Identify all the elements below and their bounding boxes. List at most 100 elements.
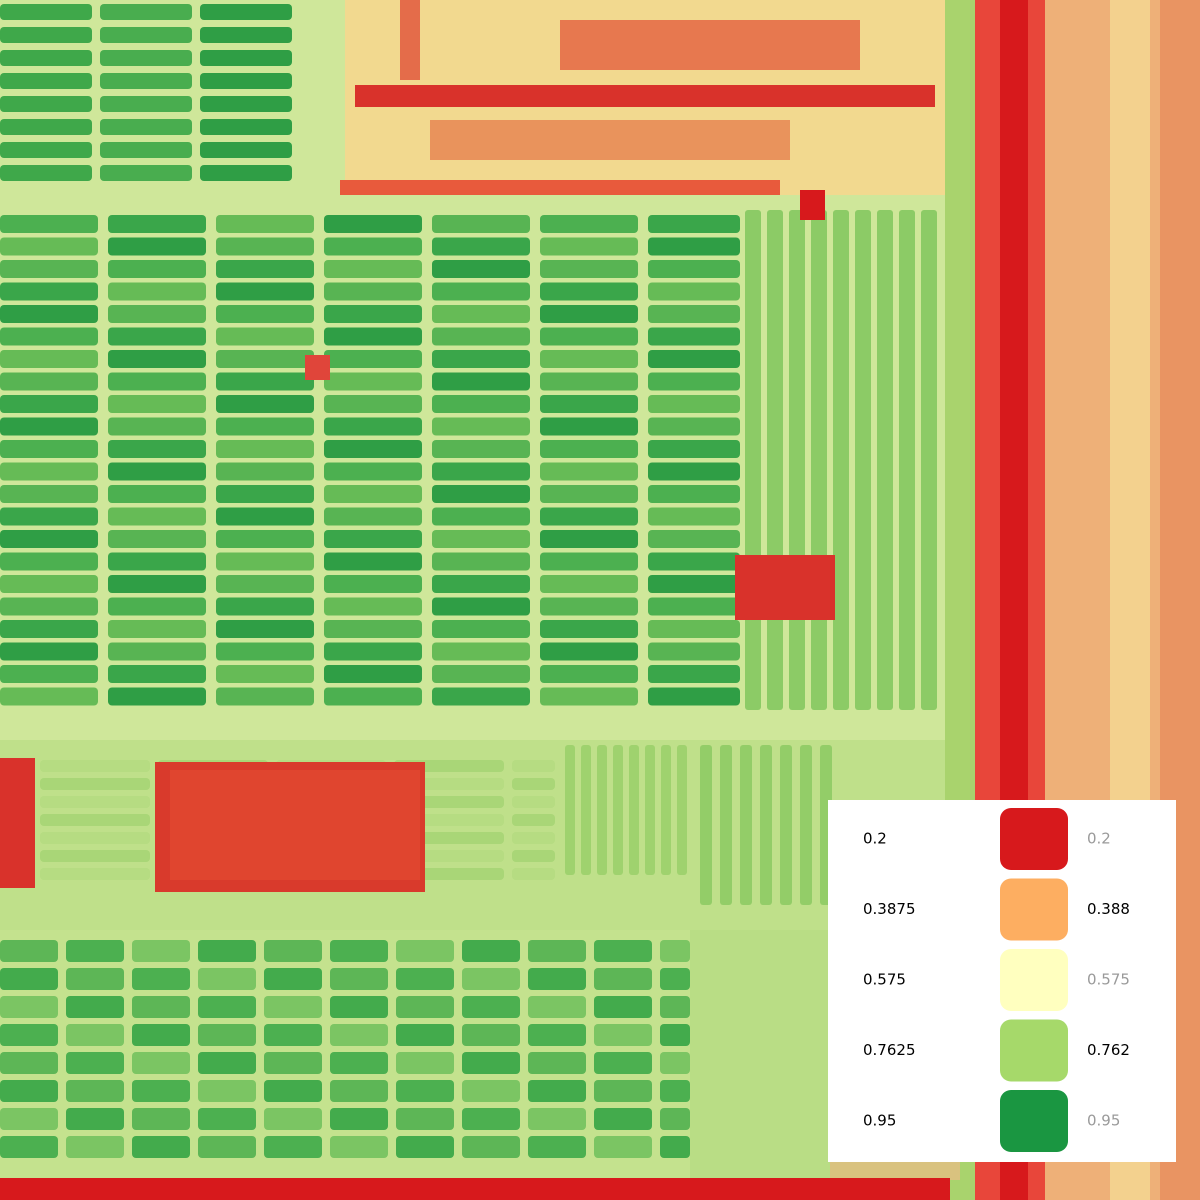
plot bbox=[100, 4, 192, 20]
plot bbox=[324, 687, 422, 706]
field-area bbox=[735, 555, 835, 620]
plot bbox=[198, 940, 256, 962]
plot bbox=[100, 73, 192, 89]
plot bbox=[200, 96, 292, 112]
plot bbox=[108, 552, 206, 571]
plot bbox=[264, 1108, 322, 1130]
plot bbox=[0, 96, 92, 112]
plot bbox=[132, 1136, 190, 1158]
plot bbox=[66, 1108, 124, 1130]
plot bbox=[540, 305, 638, 323]
plot bbox=[100, 142, 192, 158]
plot bbox=[432, 215, 530, 233]
plot bbox=[100, 119, 192, 135]
plot bbox=[660, 968, 690, 990]
plot bbox=[432, 665, 530, 683]
plot bbox=[108, 665, 206, 683]
plot bbox=[0, 597, 98, 616]
legend-label: 0.95 bbox=[1087, 1112, 1120, 1130]
plot bbox=[198, 1052, 256, 1074]
strip bbox=[811, 210, 827, 710]
plot bbox=[216, 575, 314, 593]
plot bbox=[648, 417, 740, 436]
plot bbox=[0, 485, 98, 503]
plot bbox=[200, 4, 292, 20]
plot bbox=[108, 440, 206, 458]
strip bbox=[760, 745, 772, 905]
plot bbox=[324, 327, 422, 346]
strip bbox=[740, 745, 752, 905]
plot bbox=[100, 27, 192, 43]
plot bbox=[432, 372, 530, 391]
strip bbox=[877, 210, 893, 710]
strip bbox=[855, 210, 871, 710]
plot bbox=[540, 552, 638, 571]
plot bbox=[540, 282, 638, 301]
plot bbox=[540, 260, 638, 278]
plot bbox=[324, 485, 422, 503]
plot bbox=[330, 1080, 388, 1102]
plot bbox=[40, 760, 150, 772]
plot bbox=[396, 1052, 454, 1074]
plot bbox=[432, 440, 530, 458]
plot bbox=[512, 868, 555, 880]
plot bbox=[0, 350, 98, 368]
legend-swatch bbox=[1000, 1090, 1068, 1152]
plot bbox=[0, 417, 98, 436]
plot bbox=[216, 620, 314, 638]
plot bbox=[108, 260, 206, 278]
plot bbox=[648, 687, 740, 706]
plot bbox=[330, 940, 388, 962]
plot bbox=[396, 996, 454, 1018]
plot bbox=[198, 1024, 256, 1046]
plot bbox=[432, 552, 530, 571]
legend-swatch bbox=[1000, 878, 1068, 941]
strip bbox=[780, 745, 792, 905]
plot bbox=[528, 1108, 586, 1130]
plot bbox=[264, 996, 322, 1018]
plot bbox=[462, 1136, 520, 1158]
field-area bbox=[0, 758, 35, 888]
plot bbox=[540, 417, 638, 436]
legend-value: 0.7625 bbox=[863, 1041, 916, 1059]
plot bbox=[540, 395, 638, 413]
plot bbox=[0, 119, 92, 135]
plot bbox=[324, 372, 422, 391]
plot bbox=[462, 968, 520, 990]
plot bbox=[0, 642, 98, 661]
strip bbox=[597, 745, 607, 875]
plot bbox=[648, 597, 740, 616]
plot bbox=[648, 485, 740, 503]
plot bbox=[396, 968, 454, 990]
legend: 0.2 0.2 0.3875 0.388 0.575 0.575 0.7625 0.762 0.… bbox=[828, 800, 1176, 1162]
plot bbox=[594, 968, 652, 990]
plot bbox=[0, 1108, 58, 1130]
plot bbox=[528, 1136, 586, 1158]
plot bbox=[198, 996, 256, 1018]
plot bbox=[528, 996, 586, 1018]
plot bbox=[216, 260, 314, 278]
plot bbox=[432, 507, 530, 526]
plot bbox=[216, 417, 314, 436]
field-area bbox=[355, 85, 935, 107]
plot bbox=[66, 1136, 124, 1158]
plot bbox=[324, 665, 422, 683]
plot bbox=[540, 687, 638, 706]
plot bbox=[108, 305, 206, 323]
plot bbox=[132, 940, 190, 962]
plot bbox=[200, 73, 292, 89]
plot bbox=[324, 462, 422, 481]
plot bbox=[432, 642, 530, 661]
plot bbox=[594, 1024, 652, 1046]
plot bbox=[330, 1136, 388, 1158]
plot bbox=[512, 832, 555, 844]
plot bbox=[528, 940, 586, 962]
plot bbox=[66, 1052, 124, 1074]
plot bbox=[0, 575, 98, 593]
plot bbox=[648, 237, 740, 256]
plot bbox=[100, 165, 192, 181]
plot bbox=[108, 282, 206, 301]
strip bbox=[661, 745, 671, 875]
plot bbox=[216, 327, 314, 346]
